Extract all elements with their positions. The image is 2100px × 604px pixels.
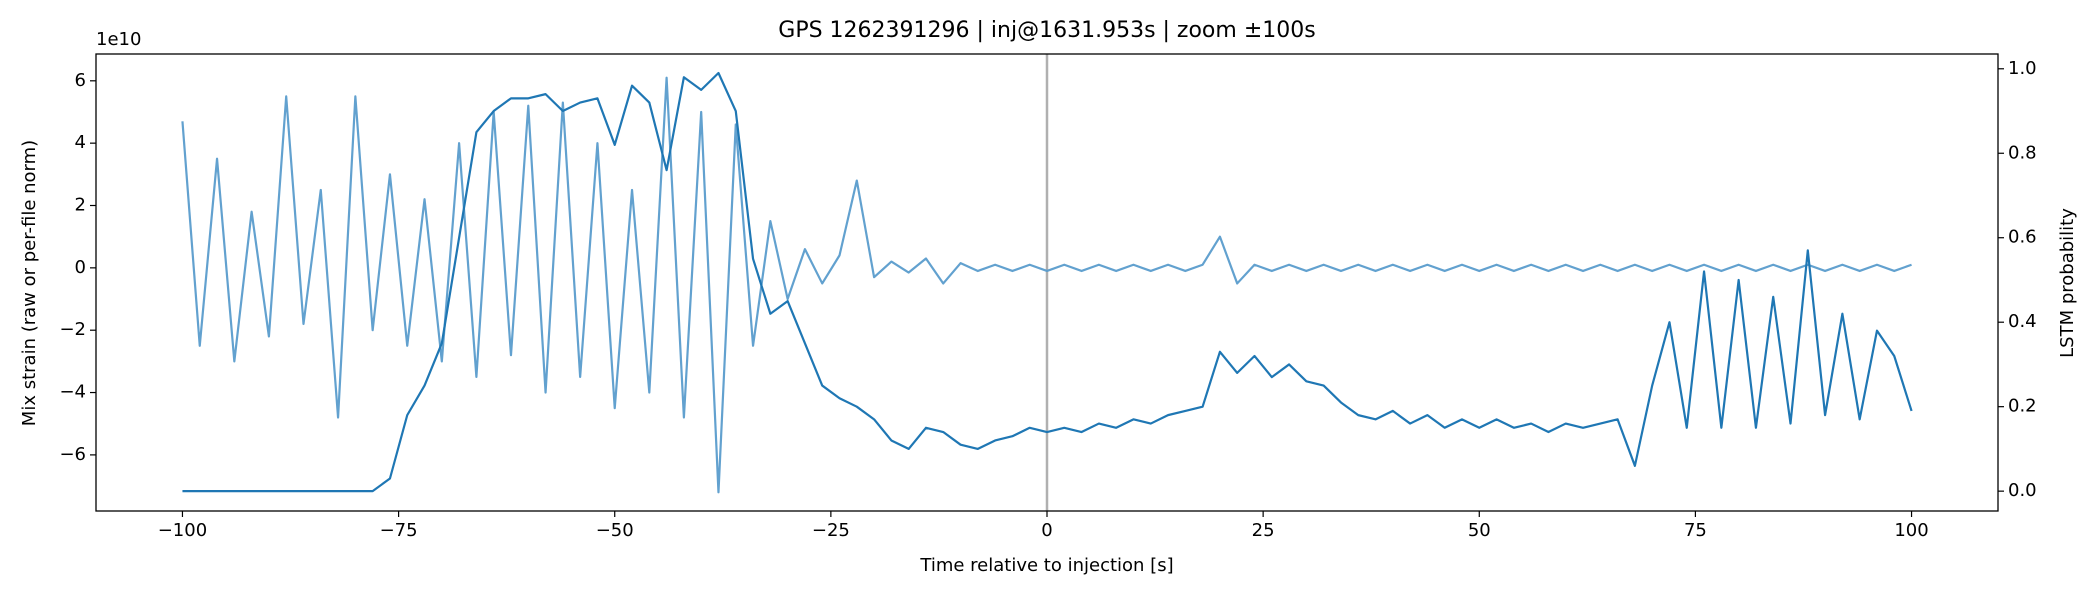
y2-axis-label: LSTM probability	[2057, 208, 2078, 358]
y-tick-label: −2	[59, 319, 86, 340]
y-axis-label: Mix strain (raw or per-file norm)	[19, 140, 40, 426]
y2-tick-label: 0.2	[2008, 396, 2037, 417]
y-tick-label: 2	[75, 195, 86, 216]
y-tick-label: −4	[59, 382, 86, 403]
x-tick-label: 50	[1468, 520, 1491, 541]
x-tick-label: −75	[380, 520, 418, 541]
x-tick-label: 75	[1684, 520, 1707, 541]
data-line	[181, 76, 1912, 494]
y2-tick-label: 0.4	[2008, 311, 2037, 332]
x-tick-label: −50	[596, 520, 634, 541]
y-tick-label: 6	[75, 70, 86, 91]
x-tick-label: −25	[812, 520, 850, 541]
y-tick-label: −6	[59, 444, 86, 465]
y2-tick-label: 0.6	[2008, 227, 2037, 248]
y2-tick-label: 0.8	[2008, 142, 2037, 163]
y2-tick-label: 0.0	[2008, 480, 2037, 501]
x-tick-label: 25	[1252, 520, 1275, 541]
data-line	[182, 71, 1913, 493]
x-axis-label: Time relative to injection [s]	[919, 555, 1173, 576]
x-tick-label: 100	[1894, 520, 1928, 541]
y-offset-label: 1e10	[96, 29, 141, 50]
x-tick-label: −100	[158, 520, 207, 541]
y2-tick-label: 1.0	[2008, 58, 2037, 79]
chart-title: GPS 1262391296 | inj@1631.953s | zoom ±1…	[778, 18, 1315, 43]
x-tick-label: 0	[1041, 520, 1052, 541]
y-tick-label: 4	[75, 132, 86, 153]
y-tick-label: 0	[75, 257, 86, 278]
